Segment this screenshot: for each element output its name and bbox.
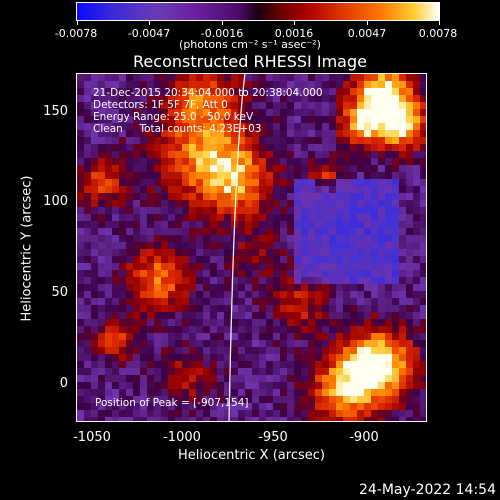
- x-tick-label: -1000: [163, 430, 201, 445]
- limb-line: [228, 74, 246, 421]
- info-method: Clean Total counts: 4.23E+03: [93, 123, 262, 135]
- colorbar-units: (photons cm⁻² s⁻¹ asec⁻²): [179, 38, 321, 51]
- rhessi-image: [76, 73, 427, 422]
- footer-date: 24-May-2022 14:54: [358, 482, 496, 498]
- colorbar-tick: [294, 21, 295, 25]
- x-tick-label: -900: [349, 430, 379, 445]
- colorbar: [76, 2, 440, 21]
- colorbar-tick: [367, 21, 368, 25]
- plot-title: Reconstructed RHESSI Image: [133, 52, 367, 71]
- heatmap-canvas: [77, 74, 426, 421]
- colorbar-tick-label: -0.0078: [54, 27, 98, 40]
- colorbar-tick-label: -0.0016: [200, 27, 244, 40]
- colorbar-tick-label: -0.0047: [127, 27, 171, 40]
- info-time: 21-Dec-2015 20:34:04.000 to 20:38:04.000: [93, 87, 323, 99]
- y-tick-label: 100: [43, 194, 68, 209]
- y-tick-label: 0: [59, 376, 68, 391]
- y-axis-label: Heliocentric Y (arcsec): [19, 175, 35, 322]
- colorbar-tick-label: 0.0016: [274, 27, 314, 40]
- colorbar-tick-label: 0.0078: [418, 27, 458, 40]
- colorbar-tick-label: 0.0047: [347, 27, 387, 40]
- y-tick-label: 150: [43, 104, 68, 119]
- colorbar-tick: [77, 21, 78, 25]
- colorbar-tick: [149, 21, 150, 25]
- peak-position: Position of Peak = [-907,154]: [95, 397, 249, 409]
- info-detectors: Detectors: 1F 5F 7F, Att 0: [93, 99, 228, 111]
- colorbar-tick: [439, 21, 440, 25]
- x-axis-label: Heliocentric X (arcsec): [178, 448, 325, 463]
- x-tick-label: -1050: [73, 430, 111, 445]
- info-energy: Energy Range: 25.0 - 50.0 keV: [93, 111, 254, 123]
- colorbar-tick: [222, 21, 223, 25]
- y-tick-label: 50: [51, 285, 68, 300]
- x-tick-label: -950: [258, 430, 288, 445]
